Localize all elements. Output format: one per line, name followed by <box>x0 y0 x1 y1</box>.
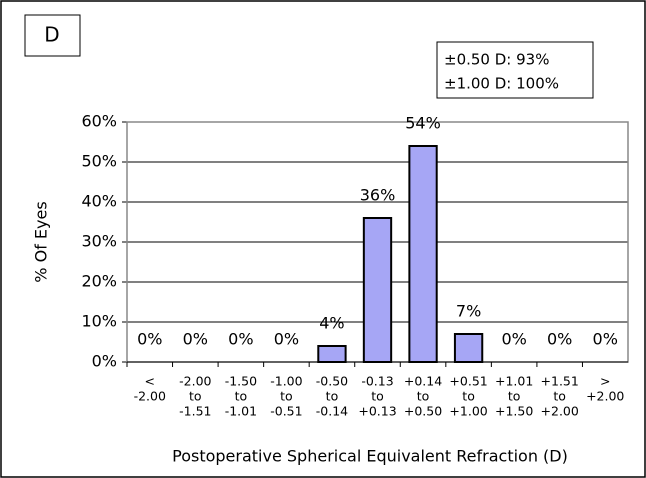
data-label: 0% <box>183 330 208 349</box>
data-label: 36% <box>360 186 396 205</box>
data-label: 0% <box>547 330 572 349</box>
data-label: 0% <box>501 330 526 349</box>
x-tick-label: -2.00 <box>179 374 211 389</box>
bar <box>408 145 438 363</box>
bar <box>317 345 347 363</box>
y-tick-label: 10% <box>81 312 117 331</box>
x-tick-label: < <box>145 374 155 389</box>
panel-label: D <box>44 23 59 47</box>
data-label: 0% <box>137 330 162 349</box>
x-axis-label: Postoperative Spherical Equivalent Refra… <box>172 447 568 466</box>
x-tick-label: +0.13 <box>358 404 396 419</box>
x-tick-label: to <box>235 389 248 404</box>
x-tick-label: +1.01 <box>495 374 533 389</box>
y-tick-label: 50% <box>81 152 117 171</box>
x-tick-label: -1.01 <box>225 404 257 419</box>
x-tick-label: +1.00 <box>449 404 487 419</box>
x-tick-label: -2.00 <box>134 389 166 404</box>
data-label: 4% <box>319 314 344 333</box>
annotation: ±0.50 D: 93% <box>444 51 549 69</box>
data-label: 54% <box>405 114 441 133</box>
x-tick-label: +2.00 <box>541 404 579 419</box>
bar <box>362 217 393 363</box>
x-tick-label: +2.00 <box>586 389 624 404</box>
x-tick-label: +1.50 <box>495 404 533 419</box>
data-label: 0% <box>274 330 299 349</box>
x-tick-label: to <box>371 389 384 404</box>
data-label: 0% <box>228 330 253 349</box>
y-tick-label: 60% <box>81 112 117 131</box>
x-tick-label: to <box>508 389 521 404</box>
x-tick-label: -0.13 <box>361 374 393 389</box>
x-tick-label: -1.50 <box>225 374 257 389</box>
x-tick-label: to <box>280 389 293 404</box>
x-tick-label: to <box>417 389 430 404</box>
x-tick-label: -0.50 <box>316 374 348 389</box>
x-tick-label: -0.51 <box>270 404 302 419</box>
y-tick-label: 0% <box>92 352 117 371</box>
x-tick-label: +0.50 <box>404 404 442 419</box>
data-label: 7% <box>456 302 481 321</box>
x-tick-label: to <box>326 389 339 404</box>
panel-box <box>24 14 81 57</box>
x-tick-label: > <box>600 374 610 389</box>
y-axis-label: % Of Eyes <box>32 201 51 282</box>
annotation: ±1.00 D: 100% <box>444 75 559 93</box>
x-tick-label: to <box>553 389 566 404</box>
data-label: 0% <box>593 330 618 349</box>
x-tick-label: to <box>462 389 475 404</box>
annotation-box <box>436 41 594 99</box>
x-tick-label: -1.00 <box>270 374 302 389</box>
bar <box>453 333 484 363</box>
x-tick-label: +1.51 <box>541 374 579 389</box>
y-tick-label: 40% <box>81 192 117 211</box>
y-tick-label: 30% <box>81 232 117 251</box>
x-tick-label: +0.14 <box>404 374 442 389</box>
x-tick-label: to <box>189 389 202 404</box>
x-tick-label: -1.51 <box>179 404 211 419</box>
x-tick-label: +0.51 <box>449 374 487 389</box>
y-tick-label: 20% <box>81 272 117 291</box>
x-tick-label: -0.14 <box>316 404 348 419</box>
